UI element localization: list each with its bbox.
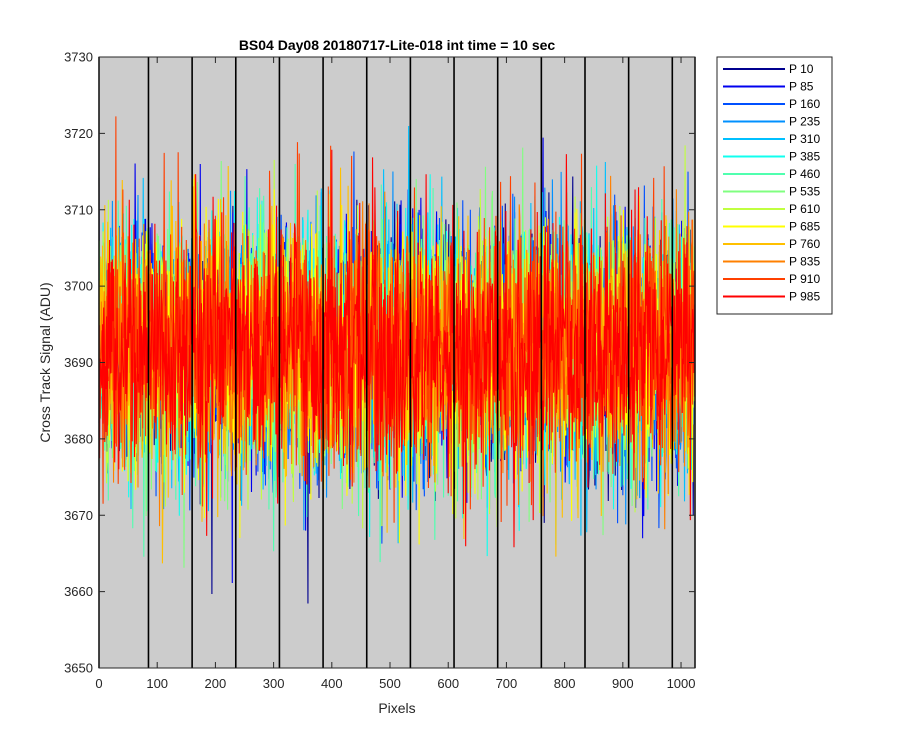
y-tick-label: 3700: [64, 279, 93, 294]
x-tick-label: 700: [496, 676, 518, 691]
y-tick-label: 3710: [64, 202, 93, 217]
x-tick-label: 200: [205, 676, 227, 691]
legend-label-p235: P 235: [789, 115, 820, 129]
x-axis-ticks: 0 100 200 300 400 500 600 700 800 900 1000: [95, 57, 695, 691]
series-layer: [98, 116, 695, 604]
legend-label-p310: P 310: [789, 132, 820, 146]
legend-label-p535: P 535: [789, 185, 820, 199]
legend: P 10 P 85 P 160 P 235 P 310 P 385 P 460 P 535 P …: [716, 56, 833, 315]
x-tick-label: 400: [321, 676, 343, 691]
x-tick-label: 500: [379, 676, 401, 691]
y-tick-label: 3680: [64, 431, 93, 446]
legend-label-p460: P 460: [789, 167, 820, 181]
legend-label-p85: P 85: [789, 80, 814, 94]
legend-label-p685: P 685: [789, 220, 820, 234]
x-tick-label: 800: [554, 676, 576, 691]
x-tick-label: 1000: [667, 676, 696, 691]
legend-box: [716, 56, 833, 315]
x-tick-label: 100: [146, 676, 168, 691]
legend-label-p10: P 10: [789, 62, 814, 76]
legend-label-p835: P 835: [789, 255, 820, 269]
y-tick-label: 3730: [64, 50, 93, 65]
y-axis-ticks: 3650 3660 3670 3680 3690 3700 3710 3720 3730: [64, 50, 695, 676]
y-tick-label: 3690: [64, 355, 93, 370]
legend-label-p385: P 385: [789, 150, 820, 164]
legend-label-p610: P 610: [789, 202, 820, 216]
y-tick-label: 3670: [64, 508, 93, 523]
y-tick-label: 3720: [64, 126, 93, 141]
x-tick-label: 600: [437, 676, 459, 691]
legend-label-p910: P 910: [789, 272, 820, 286]
chart-title: BS04 Day08 20180717-Lite-018 int time = …: [239, 37, 556, 53]
x-tick-label: 900: [612, 676, 634, 691]
y-tick-label: 3660: [64, 584, 93, 599]
series-line-p985: [98, 149, 695, 548]
legend-label-p985: P 985: [789, 290, 820, 304]
legend-label-p160: P 160: [789, 97, 820, 111]
y-tick-label: 3650: [64, 661, 93, 676]
legend-label-p760: P 760: [789, 237, 820, 251]
x-tick-label: 0: [95, 676, 102, 691]
y-axis-title: Cross Track Signal (ADU): [37, 282, 53, 442]
x-axis-title: Pixels: [378, 700, 415, 716]
x-tick-label: 300: [263, 676, 285, 691]
